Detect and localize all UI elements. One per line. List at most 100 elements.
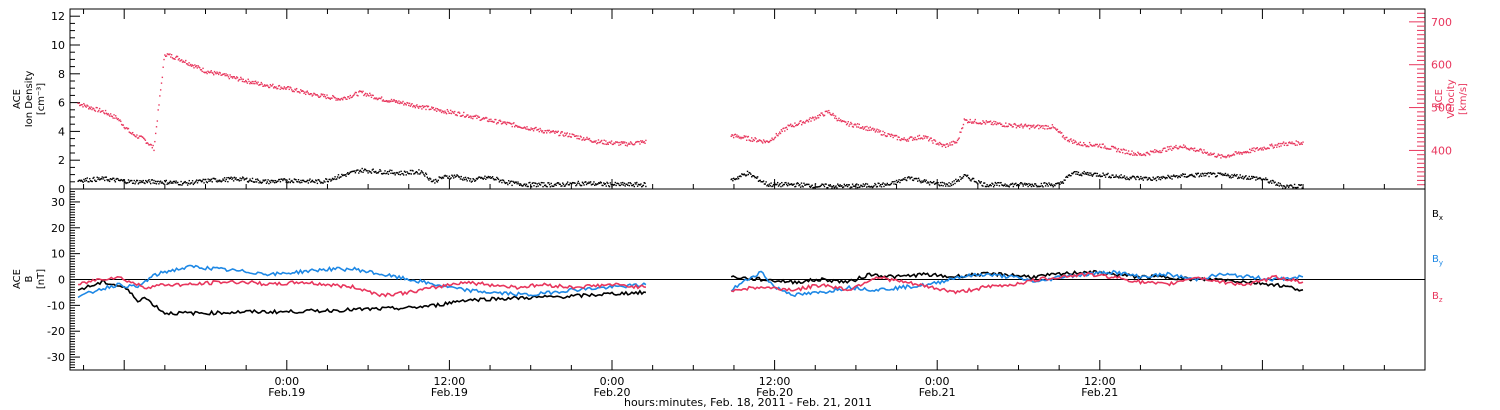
- velocity-point: [943, 144, 945, 147]
- density-point: [1050, 183, 1053, 185]
- velocity-point: [282, 88, 285, 90]
- density-point: [397, 173, 400, 176]
- velocity-point: [1058, 131, 1060, 134]
- velocity-point: [378, 97, 380, 99]
- velocity-point: [369, 94, 372, 96]
- velocity-point: [509, 122, 511, 124]
- velocity-point: [922, 135, 925, 137]
- velocity-point: [527, 128, 529, 130]
- density-point: [536, 183, 538, 185]
- density-point: [381, 173, 384, 175]
- density-point: [860, 185, 863, 187]
- density-point: [1132, 175, 1135, 178]
- density-point: [588, 181, 590, 183]
- velocity-point: [495, 123, 498, 125]
- density-point: [631, 184, 634, 187]
- density-point: [1271, 182, 1273, 184]
- velocity-point: [102, 110, 104, 112]
- density-point: [907, 176, 910, 178]
- density-point: [430, 180, 433, 183]
- velocity-point: [765, 140, 767, 143]
- density-point: [804, 184, 807, 186]
- velocity-point: [324, 96, 327, 98]
- density-point: [844, 185, 846, 187]
- density-point: [485, 176, 488, 179]
- velocity-point: [1232, 153, 1235, 155]
- velocity-point: [197, 65, 199, 67]
- density-point: [1057, 182, 1060, 184]
- density-point: [469, 180, 471, 182]
- density-point: [1083, 170, 1085, 173]
- velocity-point: [1202, 152, 1204, 154]
- density-point: [853, 185, 855, 188]
- velocity-point: [104, 112, 106, 115]
- density-point: [586, 182, 589, 184]
- velocity-point: [933, 139, 935, 141]
- density-point: [249, 178, 251, 180]
- density-point: [346, 173, 348, 175]
- velocity-point: [1223, 156, 1225, 158]
- density-point: [1276, 184, 1279, 186]
- velocity-point: [489, 120, 491, 123]
- velocity-point: [928, 138, 931, 141]
- velocity-point: [1263, 146, 1265, 149]
- velocity-point: [1128, 153, 1131, 155]
- density-point: [408, 172, 410, 175]
- density-point: [506, 182, 508, 184]
- velocity-point: [289, 86, 291, 88]
- density-point: [384, 170, 386, 172]
- density-point: [832, 185, 834, 188]
- velocity-point: [288, 88, 290, 91]
- velocity-point: [1298, 143, 1301, 146]
- velocity-point: [926, 137, 928, 139]
- density-point: [833, 187, 836, 189]
- density-point: [928, 182, 930, 184]
- density-point: [191, 180, 194, 182]
- velocity-point: [939, 141, 941, 144]
- velocity-point: [529, 129, 531, 131]
- density-point: [1244, 175, 1246, 178]
- velocity-point: [1062, 134, 1065, 137]
- velocity-point: [424, 105, 426, 108]
- density-point: [1293, 183, 1296, 186]
- velocity-point: [758, 139, 761, 141]
- density-point: [497, 178, 500, 181]
- density-point: [476, 178, 479, 180]
- density-point: [1034, 183, 1037, 185]
- velocity-point: [235, 77, 237, 80]
- velocity-point: [98, 109, 100, 112]
- density-point: [1148, 176, 1150, 179]
- velocity-point: [281, 87, 283, 90]
- velocity-point: [213, 74, 215, 76]
- velocity-point: [169, 53, 171, 55]
- velocity-point: [1260, 149, 1263, 151]
- velocity-point: [103, 112, 105, 114]
- velocity-point: [985, 120, 988, 122]
- density-point: [606, 181, 608, 184]
- velocity-point: [806, 119, 809, 122]
- density-point: [274, 179, 277, 182]
- density-point: [1120, 174, 1122, 176]
- velocity-point: [323, 94, 326, 96]
- density-point: [837, 184, 840, 187]
- velocity-point: [1267, 147, 1270, 149]
- velocity-point: [463, 111, 465, 114]
- density-point: [543, 184, 546, 187]
- velocity-point: [87, 105, 89, 107]
- density-point: [1247, 178, 1250, 180]
- density-point: [1154, 178, 1156, 180]
- density-point: [496, 176, 498, 179]
- velocity-point: [1060, 132, 1063, 134]
- density-point: [288, 178, 291, 180]
- density-point: [1161, 177, 1163, 179]
- velocity-point: [382, 99, 384, 101]
- velocity-point: [1257, 149, 1259, 151]
- velocity-point: [436, 108, 439, 110]
- density-point: [802, 186, 804, 188]
- velocity-point: [746, 136, 749, 138]
- velocity-point: [541, 131, 543, 133]
- velocity-point: [1132, 152, 1135, 154]
- velocity-point: [1018, 124, 1020, 127]
- density-point: [805, 183, 808, 186]
- velocity-point: [176, 55, 178, 58]
